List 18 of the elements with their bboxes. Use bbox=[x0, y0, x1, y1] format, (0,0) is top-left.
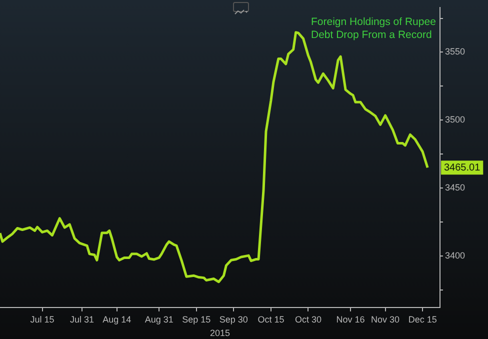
x-tick-label: Sep 30 bbox=[219, 314, 248, 324]
y-tick-label: 3450 bbox=[445, 182, 466, 192]
x-tick-label: Oct 30 bbox=[294, 314, 322, 324]
x-tick-label: Nov 16 bbox=[336, 314, 365, 324]
data-label: 3465.01 bbox=[444, 162, 481, 174]
x-tick-label: Jul 31 bbox=[70, 314, 94, 324]
text: Foreign Holdings of Rupee Debt Drop From a Record bbox=[311, 16, 436, 42]
x-tick-label: Jul 15 bbox=[30, 314, 54, 324]
x-tick-label: Oct 15 bbox=[258, 314, 284, 324]
x-tick-label: Aug 14 bbox=[102, 314, 132, 324]
y-tick-label: 3400 bbox=[445, 250, 466, 260]
x-tick-label: Aug 31 bbox=[144, 314, 174, 324]
x-tick-label: Nov 30 bbox=[371, 314, 400, 324]
x-tick-label: Sep 15 bbox=[182, 314, 211, 324]
y-tick-label: 3500 bbox=[445, 114, 466, 125]
y-tick-label: 3550 bbox=[445, 46, 466, 57]
x-tick-label: Dec 15 bbox=[408, 314, 437, 324]
x-axis-title: 2015 bbox=[210, 328, 230, 338]
